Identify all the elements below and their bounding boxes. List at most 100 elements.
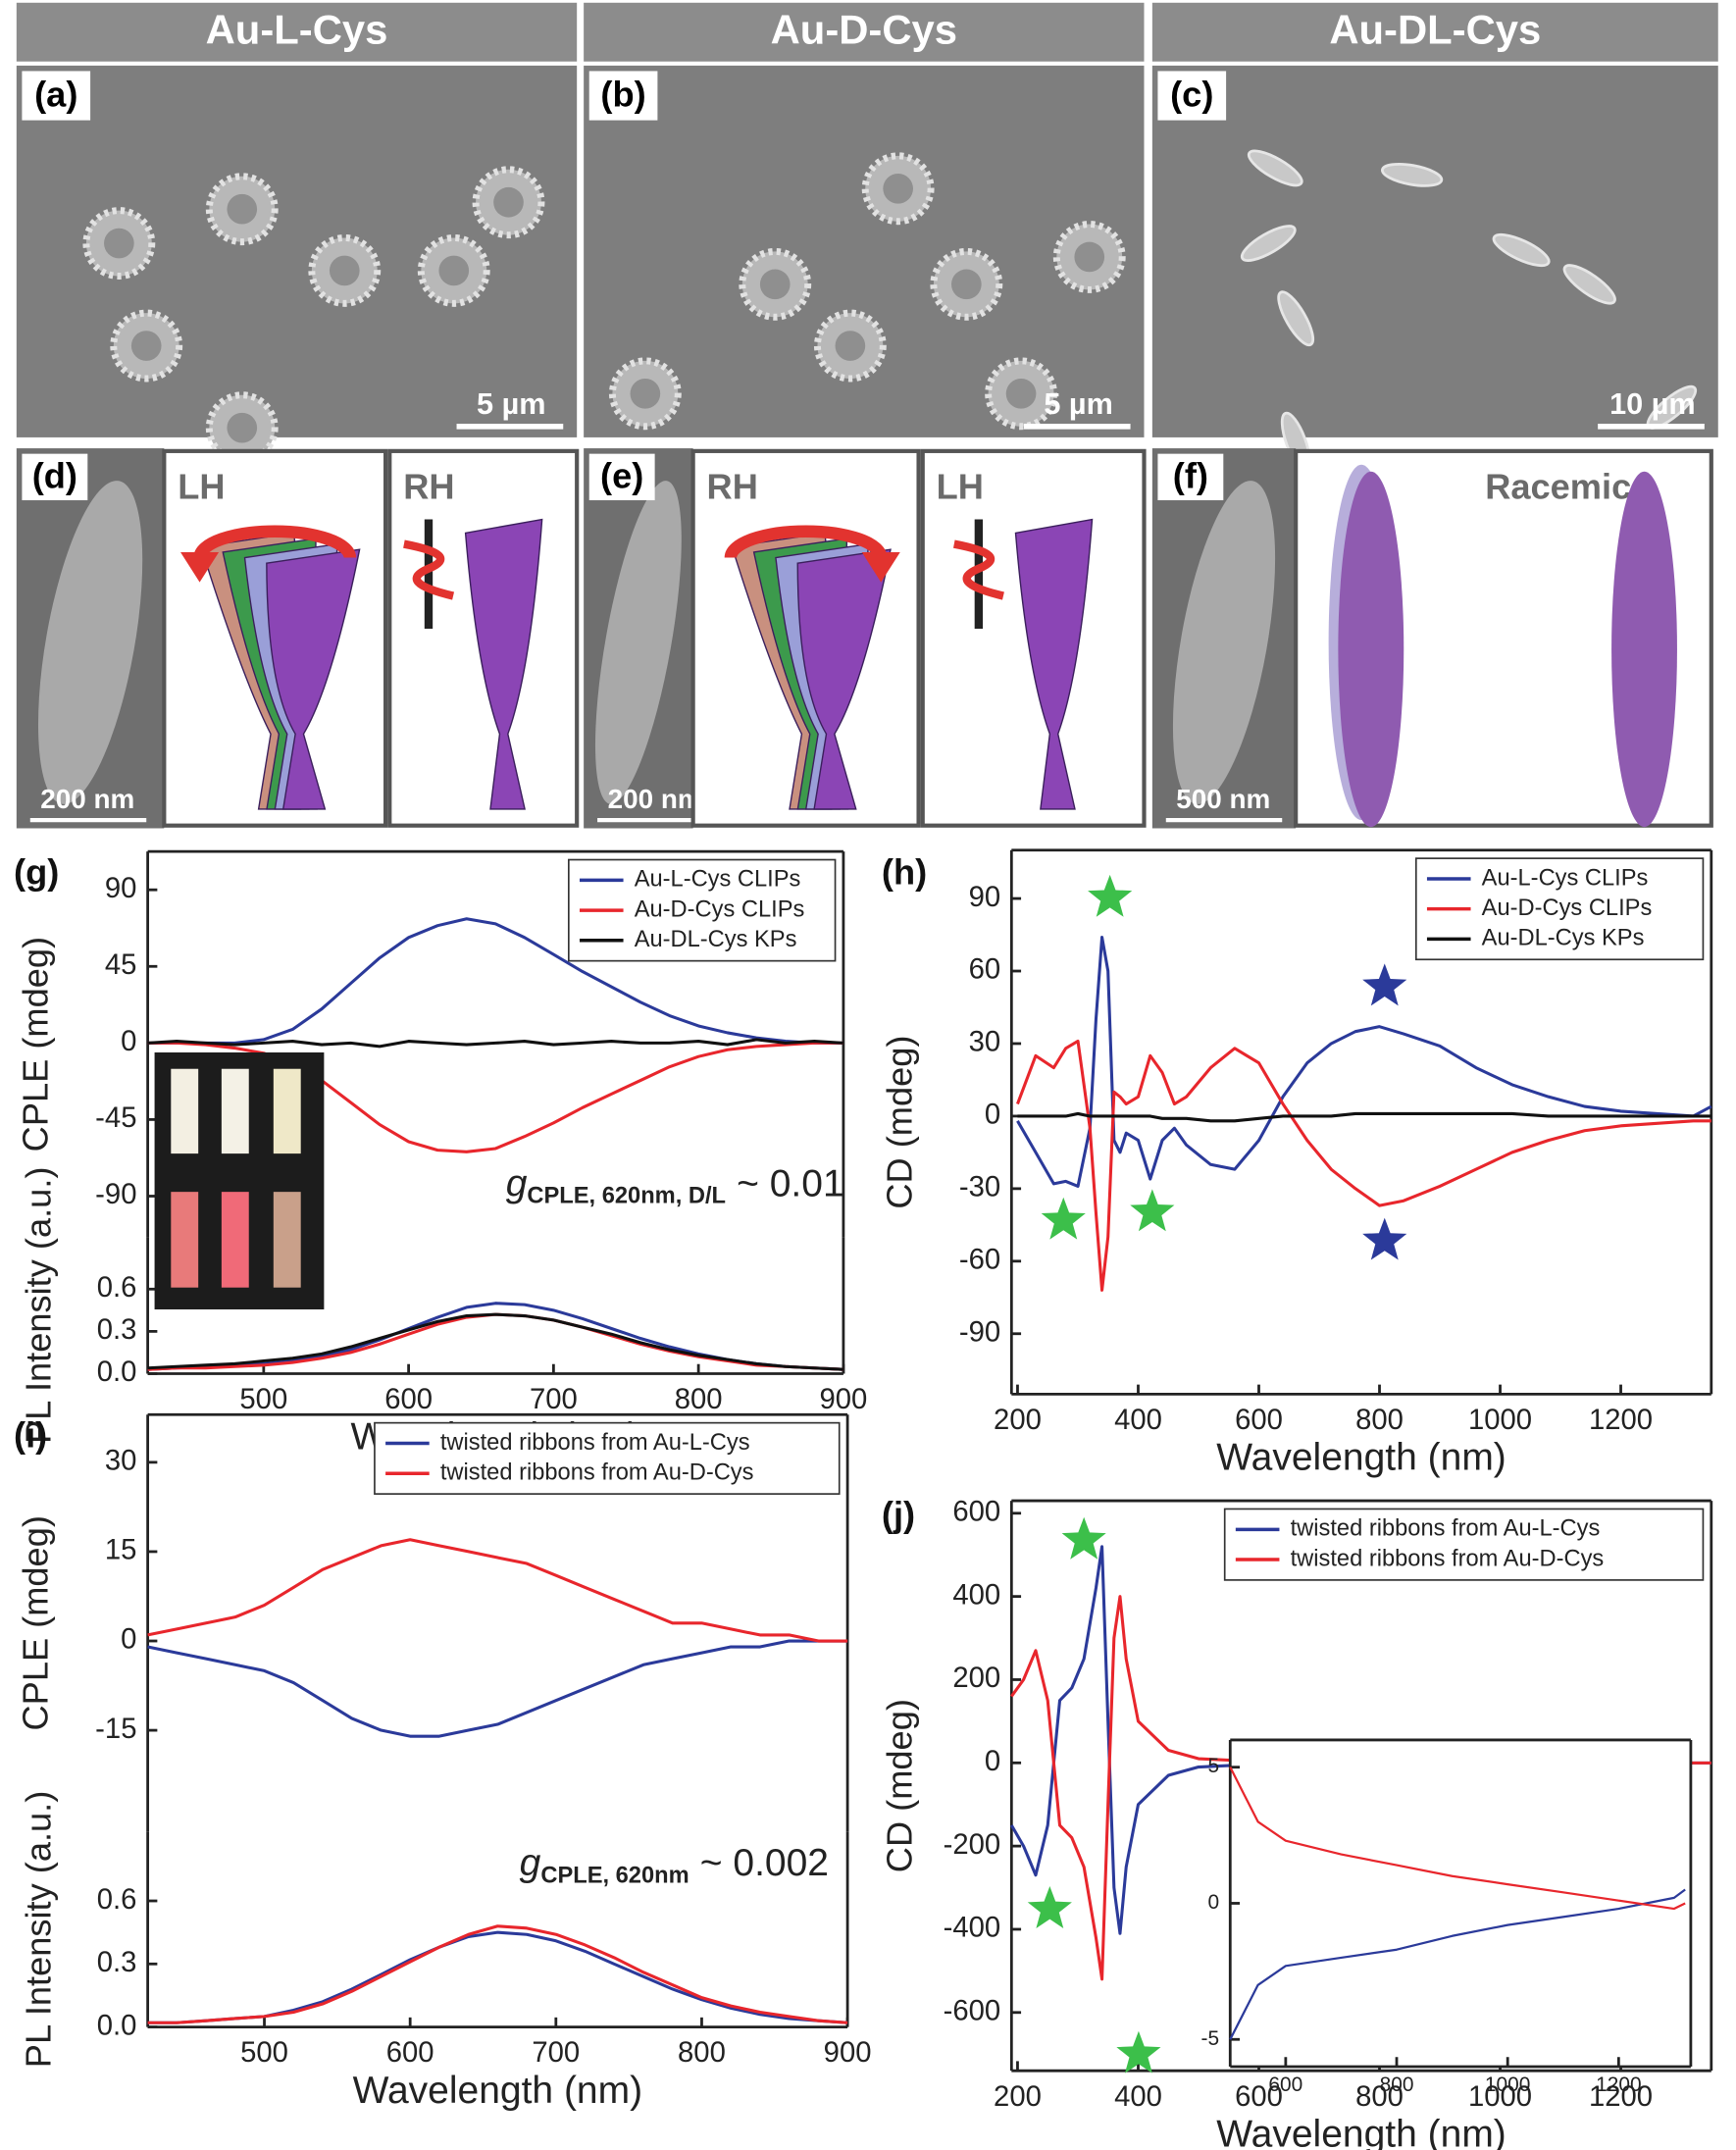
panel-label: (g) xyxy=(14,851,59,892)
annotation: gCPLE, 620nm ~ 0.002 xyxy=(520,1842,829,1888)
header-bar xyxy=(584,2,1145,62)
helix-arrow xyxy=(953,539,1004,600)
ribbon xyxy=(796,548,892,810)
particle-core xyxy=(1074,241,1105,273)
x-tick-label: 600 xyxy=(384,1384,433,1415)
y-tick-label: 0.3 xyxy=(97,1947,137,1978)
x-tick-label: 700 xyxy=(532,2037,580,2069)
scale-bar-label: 200 nm xyxy=(608,784,702,814)
ribbon xyxy=(1611,471,1677,828)
star-marker xyxy=(1041,1197,1086,1240)
arrow-head xyxy=(180,551,220,583)
y-axis-title: PL Intensity (a.u.) xyxy=(19,1167,59,1445)
legend-label: twisted ribbons from Au-L-Cys xyxy=(440,1430,750,1456)
star-marker xyxy=(1362,1217,1407,1260)
scheme-label: RH xyxy=(403,466,454,506)
annotation-symbol: g xyxy=(520,1842,541,1884)
panel-label-box xyxy=(22,453,88,501)
ribbon-sem xyxy=(37,481,143,804)
x-tick-label: 1000 xyxy=(1468,1405,1532,1436)
vial-glow xyxy=(171,1192,199,1288)
vial-glow xyxy=(221,1192,249,1288)
panel-label-box xyxy=(22,71,91,121)
scale-bar-label: 5 µm xyxy=(1044,387,1112,421)
y-tick-label: 0 xyxy=(985,1746,1000,1777)
legend-label: Au-D-Cys CLIPs xyxy=(1482,896,1653,921)
legend-label: Au-D-Cys CLIPs xyxy=(635,896,805,922)
vial xyxy=(171,1068,199,1154)
y-axis-title: CPLE (mdeg) xyxy=(16,1515,56,1730)
y-tick-label: 0 xyxy=(1208,1891,1220,1914)
y-tick-label: 15 xyxy=(105,1535,137,1566)
panel-label-box xyxy=(1157,453,1224,501)
data-line xyxy=(1016,936,1712,1188)
legend-label: twisted ribbons from Au-L-Cys xyxy=(1291,1516,1601,1542)
panel-label: (a) xyxy=(34,75,77,115)
legend-box xyxy=(1223,1508,1705,1581)
y-tick-label: 0.0 xyxy=(97,1357,137,1388)
panel-label-box xyxy=(1157,71,1227,121)
x-tick-label: 600 xyxy=(1268,2073,1302,2096)
data-line xyxy=(147,1538,848,1643)
y-tick-label: -90 xyxy=(95,1179,136,1210)
y-axis-title: CPLE (mdeg) xyxy=(16,937,56,1152)
scheme-label: RH xyxy=(707,466,758,506)
star-marker xyxy=(1116,2030,1161,2073)
annotation-text: ~ 0.01 xyxy=(737,1163,844,1205)
scale-bar-label: 10 µm xyxy=(1609,387,1696,421)
legend-label: twisted ribbons from Au-D-Cys xyxy=(440,1459,754,1485)
x-tick-label: 200 xyxy=(994,2081,1042,2113)
y-axis-title: CD (mdeg) xyxy=(879,1036,919,1209)
particle-core xyxy=(104,228,134,259)
vial xyxy=(273,1068,301,1154)
data-line xyxy=(1229,1766,1686,1911)
particle xyxy=(1277,290,1315,347)
ribbon xyxy=(266,548,361,810)
panel-label: (i) xyxy=(14,1415,47,1456)
x-tick-label: 900 xyxy=(824,2037,872,2069)
scale-bar-label: 200 nm xyxy=(40,784,134,814)
x-tick-label: 400 xyxy=(1114,1405,1162,1436)
scheme-label: LH xyxy=(178,466,225,506)
panel-label: (c) xyxy=(1170,75,1213,115)
panel-label: (h) xyxy=(882,851,927,892)
particle xyxy=(1492,232,1551,268)
particle-core xyxy=(493,186,524,218)
data-line xyxy=(147,1312,843,1371)
particle-core xyxy=(835,331,866,361)
data-line xyxy=(147,917,843,1045)
header-bar xyxy=(16,2,578,62)
x-tick-label: 600 xyxy=(1235,2081,1283,2113)
x-tick-label: 200 xyxy=(994,1405,1042,1436)
y-tick-label: -400 xyxy=(944,1913,1001,1944)
particle-core xyxy=(1005,379,1037,409)
star-marker xyxy=(1061,1516,1106,1560)
data-line xyxy=(147,1639,848,1738)
particle-core xyxy=(329,255,360,286)
legend-label: Au-DL-Cys KPs xyxy=(1482,926,1645,951)
scheme-label: Racemic xyxy=(1485,466,1631,506)
ribbon xyxy=(1014,518,1094,810)
y-tick-label: 60 xyxy=(969,954,1001,986)
x-tick-label: 1000 xyxy=(1485,2073,1530,2096)
y-tick-label: 90 xyxy=(105,873,137,904)
annotation-subscript: CPLE, 620nm, D/L xyxy=(527,1184,726,1209)
x-tick-label: 600 xyxy=(386,2037,434,2069)
x-tick-label: 1200 xyxy=(1589,1405,1653,1436)
panel-label-box xyxy=(588,71,658,121)
y-tick-label: 0 xyxy=(121,1026,136,1057)
x-tick-label: 1000 xyxy=(1468,2081,1532,2113)
y-tick-label: 0 xyxy=(121,1624,136,1656)
annotation-symbol: g xyxy=(506,1163,528,1205)
panel-label-box xyxy=(588,453,655,501)
y-tick-label: 200 xyxy=(952,1663,1000,1694)
particle xyxy=(1240,225,1297,262)
x-axis-title: Wavelength (nm) xyxy=(353,2070,642,2112)
y-tick-label: 400 xyxy=(952,1579,1000,1611)
particle xyxy=(1247,149,1303,187)
star-marker xyxy=(1362,963,1407,1006)
particle-core xyxy=(951,269,982,300)
y-tick-label: 45 xyxy=(105,949,137,981)
legend-label: Au-L-Cys CLIPs xyxy=(1482,865,1649,891)
